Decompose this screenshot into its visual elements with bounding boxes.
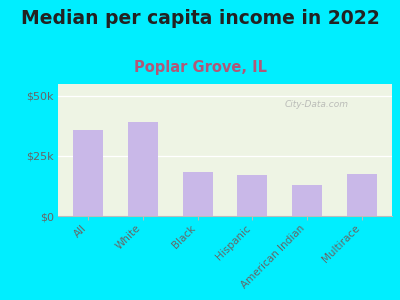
Text: Median per capita income in 2022: Median per capita income in 2022	[21, 9, 379, 28]
Text: Poplar Grove, IL: Poplar Grove, IL	[134, 60, 266, 75]
Bar	[237, 175, 267, 216]
Bar	[183, 172, 213, 216]
Text: City-Data.com: City-Data.com	[285, 100, 349, 109]
Bar	[73, 130, 103, 216]
Bar	[347, 174, 377, 216]
Bar	[128, 122, 158, 216]
Bar	[292, 185, 322, 216]
